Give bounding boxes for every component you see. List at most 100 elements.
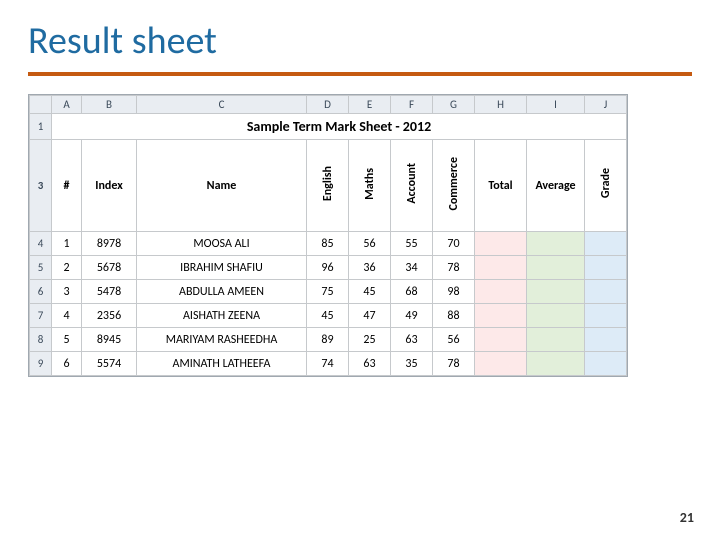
row-header[interactable]: 9 bbox=[30, 352, 52, 376]
header-commerce[interactable]: Commerce bbox=[433, 140, 475, 232]
header-index[interactable]: Index bbox=[82, 140, 137, 232]
cell-account[interactable]: 63 bbox=[391, 328, 433, 352]
cell-index[interactable]: 5478 bbox=[82, 280, 137, 304]
cell-average[interactable] bbox=[527, 304, 585, 328]
cell-num[interactable]: 6 bbox=[52, 352, 82, 376]
cell-english[interactable]: 75 bbox=[307, 280, 349, 304]
cell-name[interactable]: IBRAHIM SHAFIU bbox=[137, 256, 307, 280]
cell-total[interactable] bbox=[475, 304, 527, 328]
header-grade-label: Grade bbox=[599, 164, 613, 202]
cell-maths[interactable]: 63 bbox=[349, 352, 391, 376]
cell-index[interactable]: 2356 bbox=[82, 304, 137, 328]
col-header[interactable]: E bbox=[349, 96, 391, 114]
header-num[interactable]: # bbox=[52, 140, 82, 232]
table-row: 9 6 5574 AMINATH LATHEEFA 74 63 35 78 bbox=[30, 352, 627, 376]
cell-account[interactable]: 49 bbox=[391, 304, 433, 328]
cell-average[interactable] bbox=[527, 232, 585, 256]
header-english[interactable]: English bbox=[307, 140, 349, 232]
col-header[interactable]: G bbox=[433, 96, 475, 114]
cell-grade[interactable] bbox=[585, 232, 627, 256]
cell-commerce[interactable]: 88 bbox=[433, 304, 475, 328]
row-header[interactable]: 8 bbox=[30, 328, 52, 352]
cell-num[interactable]: 1 bbox=[52, 232, 82, 256]
row-header[interactable]: 4 bbox=[30, 232, 52, 256]
table-row: 5 2 5678 IBRAHIM SHAFIU 96 36 34 78 bbox=[30, 256, 627, 280]
cell-account[interactable]: 34 bbox=[391, 256, 433, 280]
header-total[interactable]: Total bbox=[475, 140, 527, 232]
col-header[interactable]: A bbox=[52, 96, 82, 114]
title-divider bbox=[28, 72, 692, 76]
column-header-row: A B C D E F G H I J bbox=[30, 96, 627, 114]
cell-average[interactable] bbox=[527, 256, 585, 280]
cell-grade[interactable] bbox=[585, 352, 627, 376]
table-row: 6 3 5478 ABDULLA AMEEN 75 45 68 98 bbox=[30, 280, 627, 304]
cell-num[interactable]: 4 bbox=[52, 304, 82, 328]
cell-name[interactable]: ABDULLA AMEEN bbox=[137, 280, 307, 304]
table-row: 4 1 8978 MOOSA ALI 85 56 55 70 bbox=[30, 232, 627, 256]
header-name[interactable]: Name bbox=[137, 140, 307, 232]
cell-total[interactable] bbox=[475, 280, 527, 304]
row-header[interactable]: 5 bbox=[30, 256, 52, 280]
cell-grade[interactable] bbox=[585, 304, 627, 328]
sheet-title-cell[interactable]: Sample Term Mark Sheet - 2012 bbox=[52, 114, 627, 140]
table-row: 7 4 2356 AISHATH ZEENA 45 47 49 88 bbox=[30, 304, 627, 328]
select-all-corner[interactable] bbox=[30, 96, 52, 114]
cell-num[interactable]: 3 bbox=[52, 280, 82, 304]
col-header[interactable]: J bbox=[585, 96, 627, 114]
header-commerce-label: Commerce bbox=[447, 153, 461, 215]
cell-english[interactable]: 96 bbox=[307, 256, 349, 280]
row-header[interactable]: 7 bbox=[30, 304, 52, 328]
cell-average[interactable] bbox=[527, 328, 585, 352]
cell-average[interactable] bbox=[527, 352, 585, 376]
cell-english[interactable]: 89 bbox=[307, 328, 349, 352]
row-header[interactable]: 1 bbox=[30, 114, 52, 140]
cell-grade[interactable] bbox=[585, 280, 627, 304]
cell-commerce[interactable]: 56 bbox=[433, 328, 475, 352]
cell-index[interactable]: 5574 bbox=[82, 352, 137, 376]
cell-english[interactable]: 74 bbox=[307, 352, 349, 376]
col-header[interactable]: B bbox=[82, 96, 137, 114]
cell-average[interactable] bbox=[527, 280, 585, 304]
cell-name[interactable]: MARIYAM RASHEEDHA bbox=[137, 328, 307, 352]
header-maths[interactable]: Maths bbox=[349, 140, 391, 232]
cell-commerce[interactable]: 78 bbox=[433, 256, 475, 280]
cell-name[interactable]: AMINATH LATHEEFA bbox=[137, 352, 307, 376]
cell-maths[interactable]: 36 bbox=[349, 256, 391, 280]
col-header[interactable]: F bbox=[391, 96, 433, 114]
cell-commerce[interactable]: 98 bbox=[433, 280, 475, 304]
cell-account[interactable]: 35 bbox=[391, 352, 433, 376]
cell-grade[interactable] bbox=[585, 328, 627, 352]
cell-name[interactable]: AISHATH ZEENA bbox=[137, 304, 307, 328]
col-header[interactable]: D bbox=[307, 96, 349, 114]
cell-index[interactable]: 8945 bbox=[82, 328, 137, 352]
col-header[interactable]: I bbox=[527, 96, 585, 114]
cell-num[interactable]: 5 bbox=[52, 328, 82, 352]
col-header[interactable]: H bbox=[475, 96, 527, 114]
cell-total[interactable] bbox=[475, 232, 527, 256]
header-grade[interactable]: Grade bbox=[585, 140, 627, 232]
cell-account[interactable]: 55 bbox=[391, 232, 433, 256]
cell-commerce[interactable]: 78 bbox=[433, 352, 475, 376]
cell-english[interactable]: 45 bbox=[307, 304, 349, 328]
cell-grade[interactable] bbox=[585, 256, 627, 280]
cell-maths[interactable]: 25 bbox=[349, 328, 391, 352]
cell-maths[interactable]: 56 bbox=[349, 232, 391, 256]
cell-maths[interactable]: 45 bbox=[349, 280, 391, 304]
cell-num[interactable]: 2 bbox=[52, 256, 82, 280]
row-header[interactable]: 6 bbox=[30, 280, 52, 304]
cell-english[interactable]: 85 bbox=[307, 232, 349, 256]
cell-maths[interactable]: 47 bbox=[349, 304, 391, 328]
cell-commerce[interactable]: 70 bbox=[433, 232, 475, 256]
cell-total[interactable] bbox=[475, 328, 527, 352]
cell-total[interactable] bbox=[475, 256, 527, 280]
row-header[interactable]: 3 bbox=[30, 140, 52, 232]
cell-name[interactable]: MOOSA ALI bbox=[137, 232, 307, 256]
header-average[interactable]: Average bbox=[527, 140, 585, 232]
header-account[interactable]: Account bbox=[391, 140, 433, 232]
col-header[interactable]: C bbox=[137, 96, 307, 114]
cell-index[interactable]: 5678 bbox=[82, 256, 137, 280]
cell-total[interactable] bbox=[475, 352, 527, 376]
cell-account[interactable]: 68 bbox=[391, 280, 433, 304]
header-english-label: English bbox=[321, 162, 335, 205]
cell-index[interactable]: 8978 bbox=[82, 232, 137, 256]
